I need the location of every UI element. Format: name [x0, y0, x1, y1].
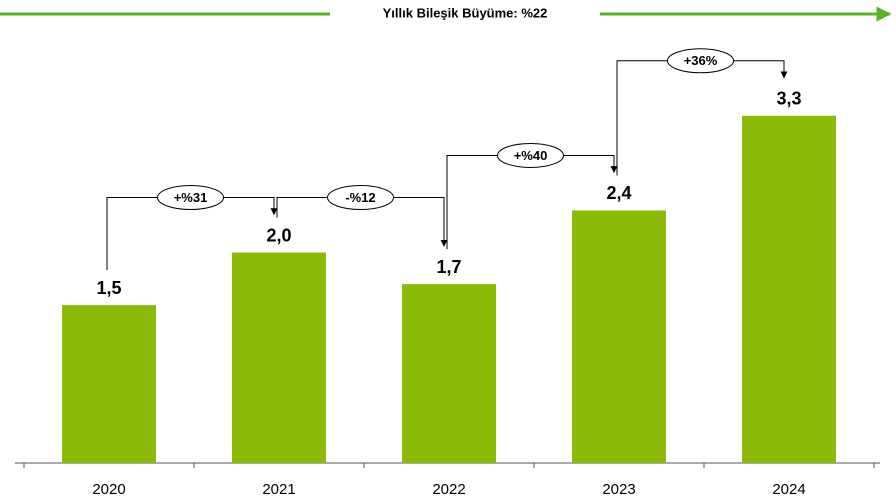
growth-oval [157, 185, 224, 211]
value-label: 1,7 [436, 257, 461, 277]
growth-label: +36% [684, 53, 718, 68]
growth-oval [327, 185, 394, 211]
growth-label: +%40 [514, 148, 548, 163]
x-tick-label: 2024 [772, 481, 805, 498]
bar [62, 305, 156, 463]
bar [572, 210, 666, 463]
bar [402, 284, 496, 463]
value-label: 2,0 [266, 225, 291, 245]
x-tick-label: 2023 [602, 481, 635, 498]
value-label: 2,4 [606, 183, 631, 203]
growth-oval [667, 48, 734, 74]
bar [232, 252, 326, 463]
growth-oval [497, 142, 564, 168]
x-tick-label: 2022 [432, 481, 465, 498]
x-tick-label: 2020 [92, 481, 125, 498]
growth-label: -%12 [345, 190, 375, 205]
chart-title: Yıllık Bileşik Büyüme: %22 [383, 5, 548, 20]
x-tick-label: 2021 [262, 481, 295, 498]
value-label: 3,3 [776, 89, 801, 109]
value-label: 1,5 [96, 278, 121, 298]
growth-label: +%31 [174, 190, 208, 205]
bar [742, 115, 836, 463]
